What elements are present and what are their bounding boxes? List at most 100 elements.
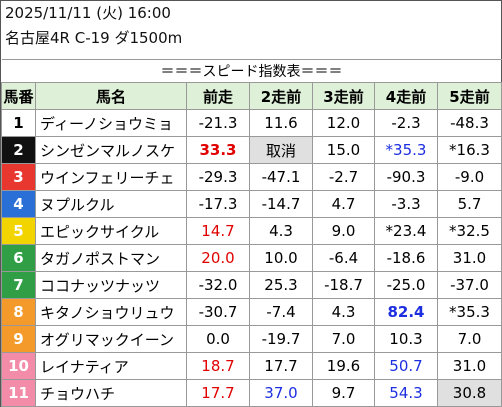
speed-index: 7.0: [312, 325, 375, 353]
speed-index: -6.4: [312, 244, 375, 272]
speed-index: -18.6: [374, 244, 438, 272]
speed-index: *16.3: [437, 136, 502, 164]
speed-index: 54.3: [374, 379, 438, 407]
date-time: 2025/11/11 (火) 16:00: [5, 4, 171, 22]
speed-index: 14.7: [186, 217, 250, 245]
horse-name: チョウハチ: [35, 379, 187, 407]
column-header: 前走: [186, 82, 250, 110]
horse-name: ココナッツナッツ: [35, 271, 187, 299]
speed-index: -48.3: [437, 109, 502, 137]
table-row: 1 ディーノショウミョ -21.3 11.6 12.0 -2.3 -48.3: [1, 109, 502, 137]
speed-index: 31.0: [437, 244, 502, 272]
column-header: 4走前: [374, 82, 438, 110]
speed-index: -21.3: [186, 109, 250, 137]
speed-index: -25.0: [374, 271, 438, 299]
table-row: 6 タガノポストマン 20.0 10.0 -6.4 -18.6 31.0: [1, 244, 502, 272]
horse-name: ウインフェリーチェ: [35, 163, 187, 191]
speed-index: 10.3: [374, 325, 438, 353]
column-header: 2走前: [249, 82, 313, 110]
speed-index: -2.7: [312, 163, 375, 191]
speed-index: -32.0: [186, 271, 250, 299]
horse-number: 3: [1, 163, 36, 191]
horse-name: キタノショウリュウ: [35, 298, 187, 326]
table-body: 1 ディーノショウミョ -21.3 11.6 12.0 -2.3 -48.3 2 シンゼンマルノ…: [1, 109, 502, 407]
header-row: 馬番 馬名 前走 2走前 3走前 4走前 5走前: [1, 82, 502, 110]
speed-index: 10.0: [249, 244, 313, 272]
speed-index: *23.4: [374, 217, 438, 245]
column-header: 馬名: [35, 82, 187, 110]
speed-index: 37.0: [249, 379, 313, 407]
speed-index: 5.7: [437, 190, 502, 218]
table-row: 7 ココナッツナッツ -32.0 25.3 -18.7 -25.0 -37.0: [1, 271, 502, 299]
horse-number: 9: [1, 325, 36, 353]
horse-number: 8: [1, 298, 36, 326]
column-header: 馬番: [1, 82, 36, 110]
speed-index: 82.4: [374, 298, 438, 326]
speed-index: 4.3: [249, 217, 313, 245]
speed-index: 4.3: [312, 298, 375, 326]
speed-index: *35.3: [374, 136, 438, 164]
table-row: 8 キタノショウリュウ -30.7 -7.4 4.3 82.4 *35.3: [1, 298, 502, 326]
speed-index: 50.7: [374, 352, 438, 380]
speed-index: 30.8: [437, 379, 502, 407]
speed-index: 25.3: [249, 271, 313, 299]
speed-index: -29.3: [186, 163, 250, 191]
column-header: 3走前: [312, 82, 375, 110]
speed-index: -47.1: [249, 163, 313, 191]
speed-index: *32.5: [437, 217, 502, 245]
speed-index: -30.7: [186, 298, 250, 326]
speed-index: 20.0: [186, 244, 250, 272]
speed-index: 17.7: [186, 379, 250, 407]
horse-name: タガノポストマン: [35, 244, 187, 272]
speed-index: -19.7: [249, 325, 313, 353]
speed-index: -17.3: [186, 190, 250, 218]
table-row: 2 シンゼンマルノスケ 33.3 取消 15.0 *35.3 *16.3: [1, 136, 502, 164]
horse-name: オグリマックイーン: [35, 325, 187, 353]
table-title: ＝＝＝スピード指数表＝＝＝: [1, 59, 502, 83]
speed-index: 取消: [249, 136, 313, 164]
horse-number: 4: [1, 190, 36, 218]
table-row: 9 オグリマックイーン 0.0 -19.7 7.0 10.3 7.0: [1, 325, 502, 353]
table-row: 10 レイナティア 18.7 17.7 19.6 50.7 31.0: [1, 352, 502, 380]
horse-name: シンゼンマルノスケ: [35, 136, 187, 164]
horse-name: レイナティア: [35, 352, 187, 380]
horse-number: 11: [1, 379, 36, 407]
column-header: 5走前: [437, 82, 502, 110]
horse-name: エピックサイクル: [35, 217, 187, 245]
speed-index: 33.3: [186, 136, 250, 164]
horse-name: ヌプルクル: [35, 190, 187, 218]
speed-index: -3.3: [374, 190, 438, 218]
speed-index: -90.3: [374, 163, 438, 191]
speed-index: 19.6: [312, 352, 375, 380]
speed-table: ＝＝＝スピード指数表＝＝＝ 馬番 馬名 前走 2走前 3走前 4走前 5走前 1 ディーノショ…: [1, 59, 502, 407]
horse-name: ディーノショウミョ: [35, 109, 187, 137]
speed-index: -9.0: [437, 163, 502, 191]
speed-index: 12.0: [312, 109, 375, 137]
speed-index: 31.0: [437, 352, 502, 380]
table-row: 5 エピックサイクル 14.7 4.3 9.0 *23.4 *32.5: [1, 217, 502, 245]
speed-index: *35.3: [437, 298, 502, 326]
horse-number: 10: [1, 352, 36, 380]
speed-index: 17.7: [249, 352, 313, 380]
speed-index: -2.3: [374, 109, 438, 137]
race-info: 名古屋4R C-19 ダ1500m: [5, 29, 183, 47]
horse-number: 7: [1, 271, 36, 299]
speed-index: 18.7: [186, 352, 250, 380]
horse-number: 5: [1, 217, 36, 245]
speed-index: 9.0: [312, 217, 375, 245]
subtitle-row: ＝＝＝スピード指数表＝＝＝: [1, 59, 502, 83]
table-row: 3 ウインフェリーチェ -29.3 -47.1 -2.7 -90.3 -9.0: [1, 163, 502, 191]
speed-index: 9.7: [312, 379, 375, 407]
speed-index: -7.4: [249, 298, 313, 326]
speed-index: 7.0: [437, 325, 502, 353]
speed-index: -14.7: [249, 190, 313, 218]
table-row: 11 チョウハチ 17.7 37.0 9.7 54.3 30.8: [1, 379, 502, 407]
speed-index: -18.7: [312, 271, 375, 299]
speed-index: -37.0: [437, 271, 502, 299]
speed-index: 11.6: [249, 109, 313, 137]
speed-index: 0.0: [186, 325, 250, 353]
horse-number: 1: [1, 109, 36, 137]
table-row: 4 ヌプルクル -17.3 -14.7 4.7 -3.3 5.7: [1, 190, 502, 218]
horse-number: 2: [1, 136, 36, 164]
